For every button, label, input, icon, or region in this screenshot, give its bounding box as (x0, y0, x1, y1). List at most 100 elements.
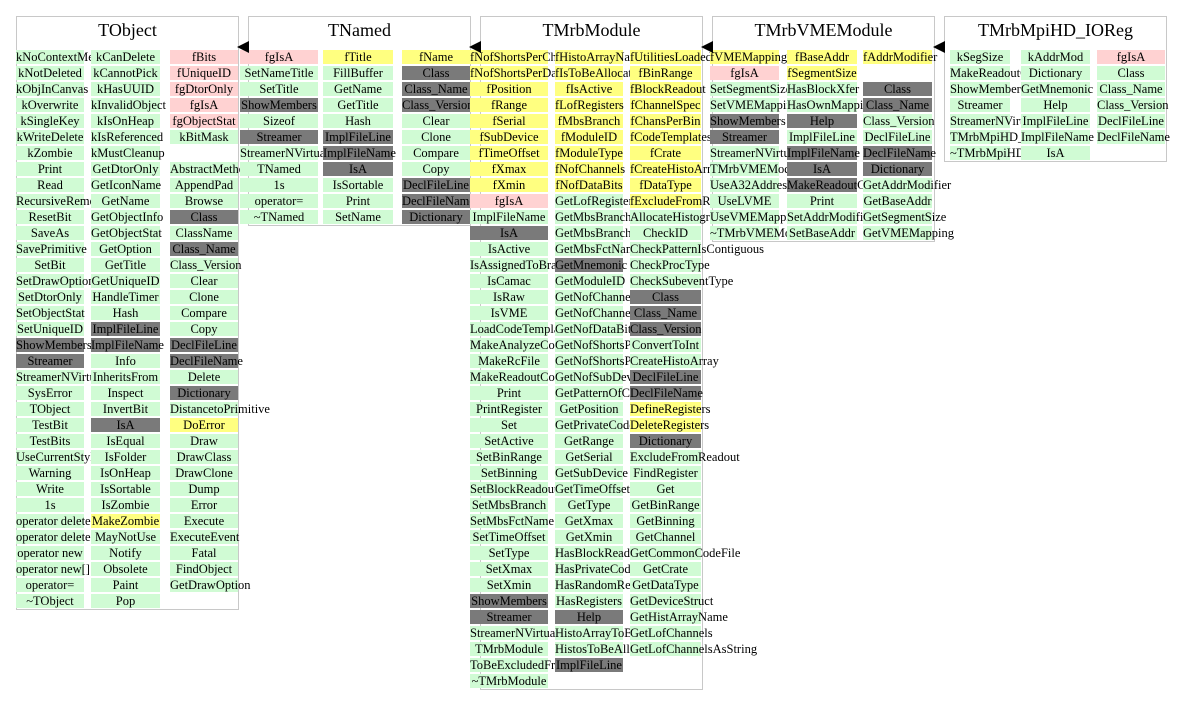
member-cell: fBaseAddr (787, 50, 857, 64)
member-cell: TObject (16, 402, 84, 416)
member-cell: FindRegister (630, 466, 701, 480)
member-cell: operator new[] (16, 562, 90, 576)
member-cell: GetMbsBranch (555, 210, 632, 224)
member-cell: Class_Name (863, 98, 932, 112)
member-cell: GetPrivateCodeFile (555, 418, 655, 432)
member-cell: MakeReadoutCode (787, 178, 884, 192)
member-cell: GetTitle (323, 98, 393, 112)
member-cell: CheckID (630, 226, 701, 240)
member-cell: SetTitle (240, 82, 318, 96)
member-cell: DeclFileLine (170, 338, 238, 352)
member-cell: DeclFileName (170, 354, 243, 368)
member-cell: IsA (470, 226, 548, 240)
member-cell: GetObjectStat (91, 226, 162, 240)
inheritance-arrow (237, 41, 249, 53)
member-cell: GetChannel (630, 530, 701, 544)
member-cell: Class (402, 66, 470, 80)
member-cell: TNamed (240, 162, 318, 176)
member-cell: fBlockReadout (630, 82, 706, 96)
member-cell: fLofRegisters (555, 98, 624, 112)
member-cell: GetMbsFctName (555, 242, 642, 256)
member-cell: GetSubDevice (555, 466, 628, 480)
member-cell: UseCurrentStyle (16, 450, 100, 464)
member-cell: fCodeTemplates (630, 130, 712, 144)
member-cell: Class (863, 82, 932, 96)
member-cell: GetNofShortsPerDatum (555, 354, 676, 368)
member-cell: IsFolder (91, 450, 160, 464)
member-cell: HasRegisters (555, 594, 623, 608)
member-cell: HasRandomReadout (555, 578, 659, 592)
member-cell: ShowMembers (710, 114, 786, 128)
member-cell: DeclFileName (630, 386, 703, 400)
member-cell: ImplFileName (470, 210, 548, 224)
member-cell: kOverwrite (16, 98, 84, 112)
class-title: TNamed (328, 20, 391, 40)
member-cell: TMrbModule (470, 642, 548, 656)
member-cell: kMustCleanup (91, 146, 165, 160)
member-cell: GetDeviceStruct (630, 594, 714, 608)
member-cell: GetName (323, 82, 393, 96)
member-cell: fChannelSpec (630, 98, 701, 112)
member-cell: Read (16, 178, 84, 192)
member-cell: 1s (240, 178, 318, 192)
member-cell: fDataType (630, 178, 701, 192)
member-cell: GetBinning (630, 514, 701, 528)
member-cell: TestBit (16, 418, 84, 432)
member-cell: Hash (323, 114, 393, 128)
member-cell: GetPosition (555, 402, 623, 416)
member-cell: SetActive (470, 434, 548, 448)
member-cell: ~TMrbVMEModule (710, 226, 813, 240)
member-cell: HistoArrayToBeCreated (555, 626, 678, 640)
member-cell: TMrbMpiHD_IOReg (950, 130, 1058, 144)
member-cell: UseLVME (710, 194, 779, 208)
member-cell: Dictionary (170, 386, 238, 400)
member-cell: fXmin (470, 178, 548, 192)
member-cell: DoError (170, 418, 238, 432)
member-cell: ImplFileLine (1021, 114, 1090, 128)
member-cell: fgObjectStat (170, 114, 238, 128)
member-cell: DeclFileName (863, 146, 936, 160)
member-cell: SetDrawOption (16, 274, 95, 288)
member-cell: FindObject (170, 562, 238, 576)
member-cell: InheritsFrom (91, 370, 160, 384)
member-cell: fgIsA (240, 50, 318, 64)
member-cell: fModuleID (555, 130, 623, 144)
member-cell: AllocateHistograms (630, 210, 730, 224)
member-cell: GetName (91, 194, 160, 208)
member-cell: SetXmin (470, 578, 548, 592)
class-box-tmrbmodule: TMrbModule (480, 16, 703, 690)
member-cell: Execute (170, 514, 238, 528)
member-cell: fgDtorOnly (170, 82, 238, 96)
member-cell: ImplFileLine (91, 322, 160, 336)
member-cell: ~TObject (16, 594, 84, 608)
member-cell: AppendPad (170, 178, 238, 192)
member-cell: UseA32Addressing (710, 178, 808, 192)
member-cell: StreamerNVirtual (950, 114, 1039, 128)
member-cell: GetMbsBranchName (555, 226, 662, 240)
spacer-cell (863, 66, 932, 80)
member-cell: HasOwnMapping (787, 98, 876, 112)
member-cell: SetBlockReadout (470, 482, 558, 496)
member-cell: TMrbVMEModule (710, 162, 806, 176)
member-cell: Dictionary (863, 162, 932, 176)
member-cell: SavePrimitive (16, 242, 87, 256)
member-cell: MakeReadoutCode (950, 66, 1047, 80)
class-title: TMrbMpiHD_IOReg (978, 20, 1133, 40)
member-cell: DeclFileLine (630, 370, 701, 384)
member-cell: ToBeExcludedFromReadout (470, 658, 613, 672)
member-cell: InvertBit (91, 402, 160, 416)
member-cell: CheckSubeventType (630, 274, 734, 288)
member-cell: HandleTimer (91, 290, 160, 304)
class-title: TMrbModule (542, 20, 641, 40)
member-cell: GetModuleID (555, 274, 626, 288)
member-cell: GetNofChannelsUsed (555, 306, 665, 320)
member-cell: operator delete (16, 514, 91, 528)
member-cell: DeclFileLine (1097, 114, 1165, 128)
member-cell: Write (16, 482, 84, 496)
member-cell: fSubDevice (470, 130, 548, 144)
member-cell: GetNofShortsPerChannel (555, 338, 683, 352)
member-cell: Compare (170, 306, 238, 320)
member-cell: MakeZombie (91, 514, 160, 528)
member-cell: MayNotUse (91, 530, 160, 544)
member-cell: ImplFileName (91, 338, 164, 352)
